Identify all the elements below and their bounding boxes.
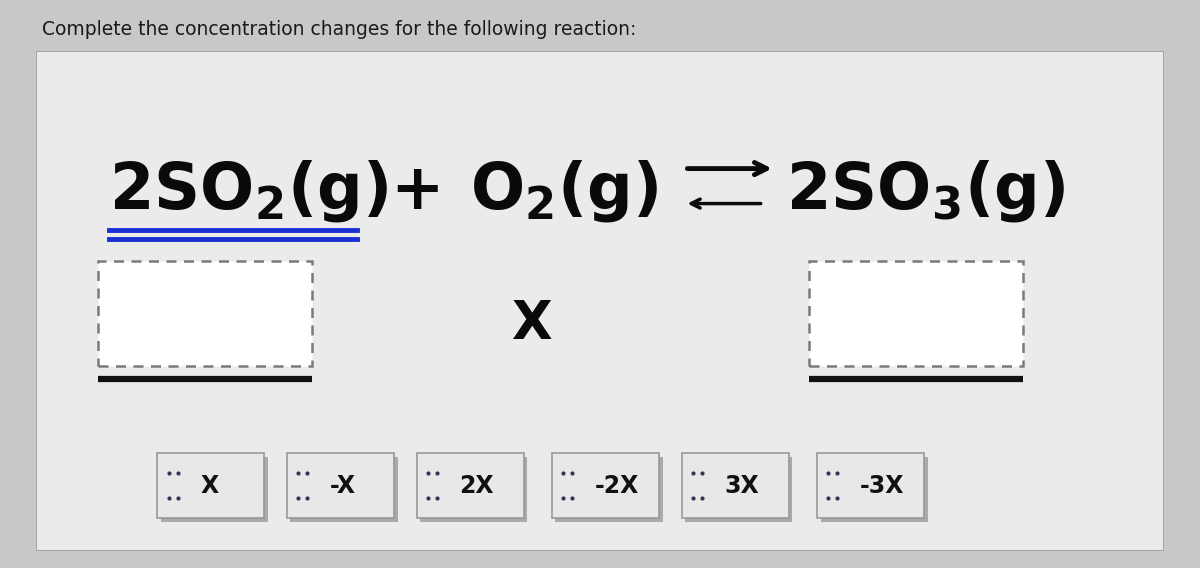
Text: -3X: -3X	[860, 474, 905, 498]
Text: X: X	[512, 298, 553, 349]
Bar	[821, 457, 928, 523]
Text: -2X: -2X	[595, 474, 640, 498]
Bar	[552, 453, 659, 519]
Bar	[685, 457, 792, 523]
Text: $\mathbf{2SO_2(g)}$: $\mathbf{2SO_2(g)}$	[109, 158, 389, 224]
Bar	[556, 457, 662, 523]
Text: -X: -X	[330, 474, 356, 498]
Text: $\mathbf{O_2(g)}$: $\mathbf{O_2(g)}$	[470, 158, 659, 224]
Bar	[290, 457, 397, 523]
Text: 2X: 2X	[460, 474, 494, 498]
Bar	[98, 261, 312, 366]
Text: Complete the concentration changes for the following reaction:: Complete the concentration changes for t…	[42, 20, 636, 39]
Bar	[161, 457, 268, 523]
Bar	[157, 453, 264, 519]
Text: $\mathbf{2SO_3(g)}$: $\mathbf{2SO_3(g)}$	[786, 158, 1066, 224]
Bar	[416, 453, 524, 519]
Bar	[809, 261, 1022, 366]
Text: $\mathbf{+}$: $\mathbf{+}$	[390, 160, 438, 222]
Text: X: X	[200, 474, 218, 498]
Bar	[817, 453, 924, 519]
Bar	[420, 457, 527, 523]
Text: 3X: 3X	[725, 474, 760, 498]
Bar	[287, 453, 394, 519]
Bar	[682, 453, 788, 519]
